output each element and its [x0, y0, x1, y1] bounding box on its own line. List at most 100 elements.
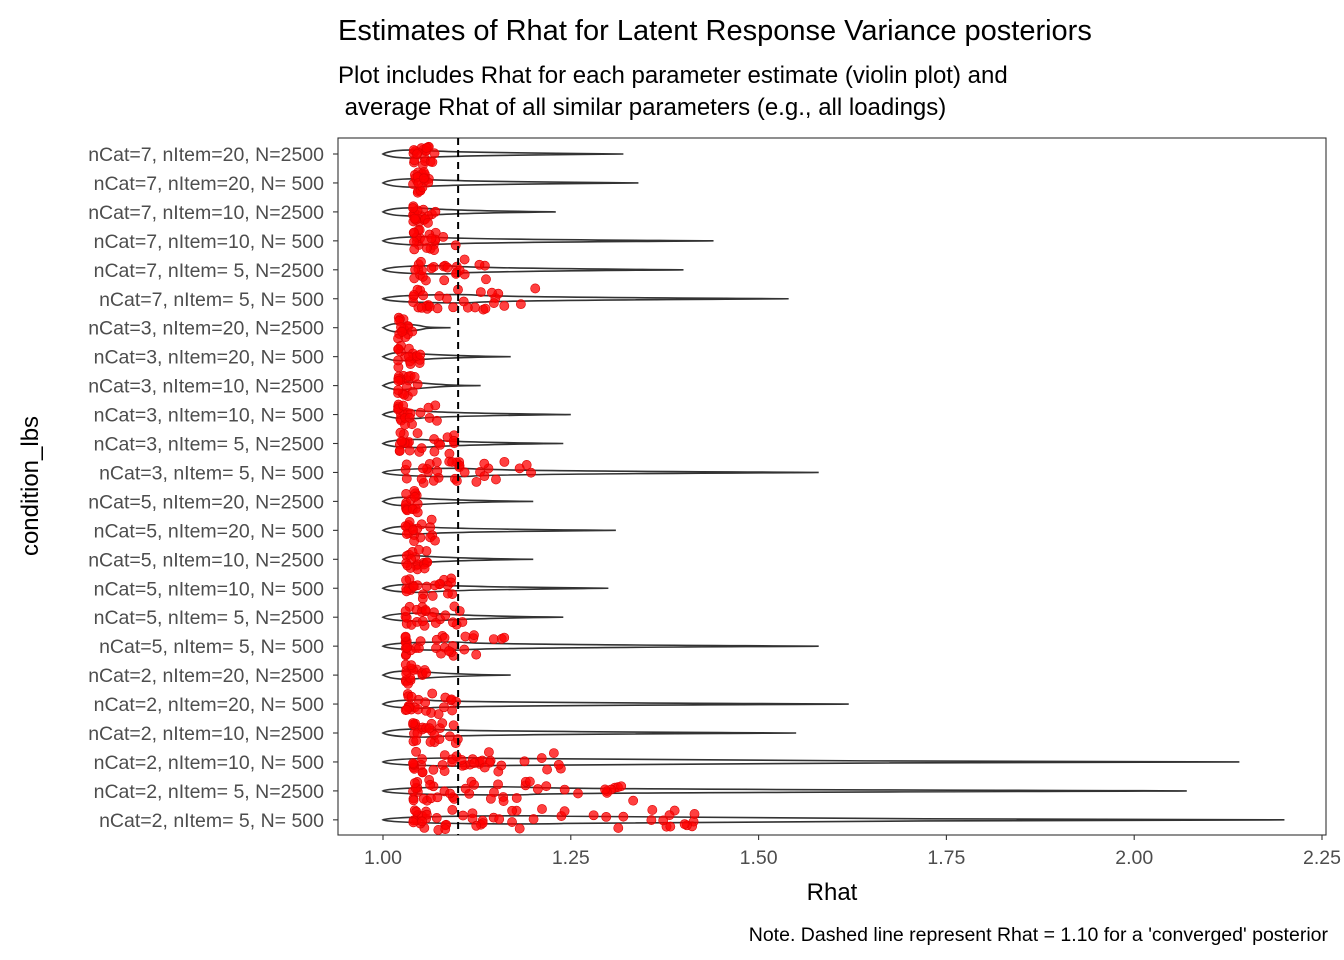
data-point	[665, 821, 676, 832]
data-point	[409, 778, 420, 788]
y-tick-label: nCat=3, nItem=10, N=2500	[88, 376, 324, 398]
data-point	[421, 809, 432, 820]
data-point	[647, 805, 658, 815]
data-point	[479, 458, 490, 469]
data-point	[409, 213, 420, 224]
data-point	[499, 456, 510, 467]
data-point	[451, 267, 462, 278]
data-point	[528, 814, 539, 824]
data-point	[409, 492, 420, 502]
data-point	[402, 642, 412, 653]
data-point	[469, 630, 479, 641]
data-point	[425, 779, 436, 790]
data-point	[471, 820, 482, 831]
data-point	[429, 434, 439, 444]
data-point	[689, 809, 700, 819]
data-point	[514, 463, 525, 474]
data-point	[416, 474, 427, 484]
data-point	[439, 750, 450, 760]
data-point	[393, 375, 404, 386]
data-point	[469, 758, 480, 769]
data-point	[432, 466, 443, 477]
data-point	[434, 734, 445, 745]
data-point	[448, 302, 459, 313]
violin-shape	[381, 699, 849, 709]
data-point	[412, 507, 423, 518]
data-point	[448, 617, 458, 628]
y-tick-label: nCat=7, nItem=20, N=2500	[88, 144, 324, 166]
x-axis-title: Rhat	[807, 879, 858, 906]
data-point	[400, 631, 411, 642]
y-tick-label: nCat=2, nItem=20, N=2500	[88, 665, 324, 687]
data-point	[401, 586, 412, 597]
data-point	[393, 344, 404, 354]
x-tick-label: 1.00	[364, 847, 402, 869]
data-point	[499, 300, 510, 311]
data-point	[532, 784, 543, 794]
data-point	[401, 488, 412, 499]
data-point	[462, 302, 473, 313]
y-tick-label: nCat=2, nItem=20, N= 500	[94, 694, 325, 716]
data-point	[411, 735, 422, 746]
data-point	[432, 415, 442, 426]
data-point	[542, 764, 552, 775]
data-point	[447, 705, 458, 716]
data-point	[428, 475, 439, 486]
data-point	[415, 349, 426, 360]
data-point	[417, 593, 428, 604]
data-point	[420, 605, 431, 615]
data-point	[409, 372, 420, 382]
data-point	[469, 779, 480, 790]
data-point	[440, 610, 451, 621]
data-point	[398, 400, 409, 411]
data-point	[519, 756, 530, 767]
y-tick-label: nCat=7, nItem=20, N= 500	[94, 173, 325, 195]
data-point	[425, 737, 436, 747]
data-point	[488, 298, 499, 308]
data-point	[420, 697, 431, 708]
data-point	[424, 723, 435, 734]
data-point	[427, 157, 438, 168]
y-tick-label: nCat=5, nItem=20, N=2500	[88, 491, 324, 513]
data-point	[421, 143, 432, 153]
y-tick-label: nCat=3, nItem= 5, N=2500	[94, 434, 325, 456]
y-tick-label: nCat=3, nItem= 5, N= 500	[99, 462, 324, 484]
y-tick-label: nCat=7, nItem= 5, N=2500	[94, 260, 325, 282]
data-point	[408, 795, 419, 806]
y-tick-label: nCat=5, nItem= 5, N=2500	[94, 607, 325, 629]
data-point	[459, 467, 470, 478]
data-point	[541, 781, 552, 792]
data-point	[408, 525, 419, 535]
data-point	[426, 233, 437, 244]
data-point	[437, 718, 448, 729]
data-point	[401, 459, 412, 470]
x-tick-label: 2.00	[1115, 847, 1153, 869]
data-point	[487, 287, 497, 298]
data-point	[408, 817, 419, 828]
data-point	[537, 804, 547, 814]
data-point	[438, 231, 449, 242]
data-point	[430, 618, 441, 628]
x-tick-label: 2.25	[1303, 847, 1341, 869]
data-point	[421, 705, 431, 716]
data-point	[559, 784, 570, 795]
data-point	[418, 463, 428, 474]
data-point	[417, 754, 427, 764]
data-point	[394, 445, 405, 456]
y-tick-label: nCat=7, nItem= 5, N= 500	[99, 289, 324, 311]
data-point	[393, 355, 403, 366]
data-point	[493, 779, 503, 790]
data-point	[427, 591, 438, 601]
data-point	[433, 709, 444, 720]
y-tick-label: nCat=7, nItem=10, N=2500	[88, 202, 324, 224]
y-tick-label: nCat=3, nItem=10, N= 500	[94, 405, 325, 427]
data-point	[401, 575, 411, 586]
data-point	[475, 287, 486, 298]
data-point	[484, 747, 494, 758]
data-point	[646, 815, 657, 825]
data-point	[441, 293, 452, 304]
data-point	[431, 634, 442, 645]
data-point	[514, 823, 525, 834]
data-point	[499, 632, 510, 643]
